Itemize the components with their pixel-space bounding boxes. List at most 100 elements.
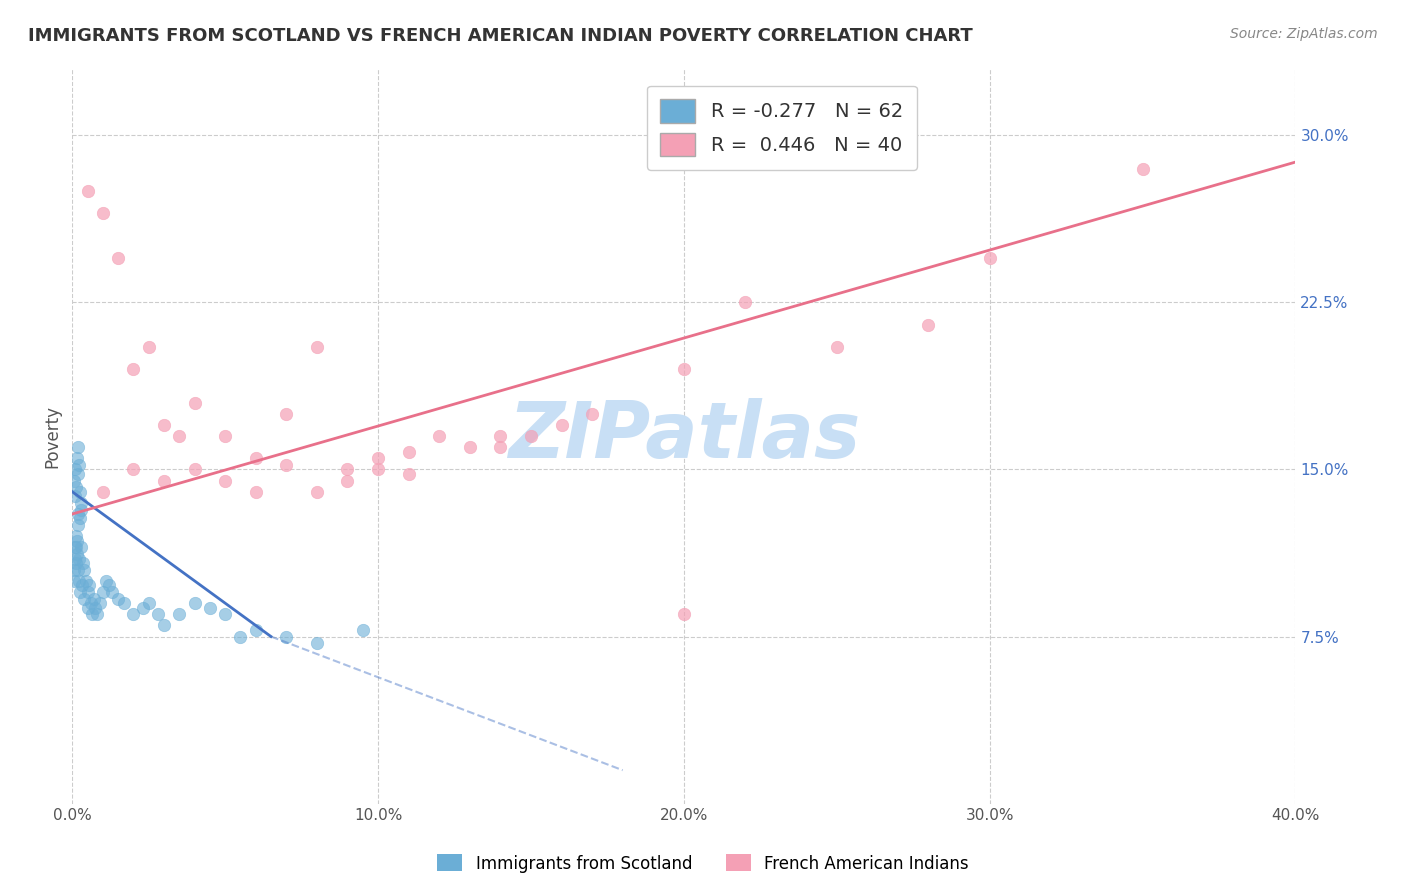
Point — [66, 518, 89, 533]
Point — [65, 529, 87, 543]
Point — [89, 596, 111, 610]
Point — [352, 623, 374, 637]
Point — [65, 541, 87, 555]
Point — [67, 507, 90, 521]
Point — [65, 556, 87, 570]
Point — [101, 585, 124, 599]
Point — [276, 407, 298, 421]
Point — [367, 462, 389, 476]
Point — [734, 295, 756, 310]
Point — [70, 541, 93, 555]
Point — [67, 574, 90, 588]
Point — [62, 474, 84, 488]
Point — [214, 607, 236, 622]
Point — [305, 340, 328, 354]
Point — [198, 600, 221, 615]
Point — [66, 451, 89, 466]
Point — [183, 395, 205, 409]
Point — [153, 618, 176, 632]
Point — [458, 440, 481, 454]
Point — [183, 462, 205, 476]
Point — [67, 551, 90, 566]
Point — [107, 591, 129, 606]
Point — [183, 596, 205, 610]
Point — [76, 585, 98, 599]
Point — [66, 533, 89, 548]
Point — [82, 607, 104, 622]
Point — [581, 407, 603, 421]
Point — [520, 429, 543, 443]
Point — [76, 184, 98, 198]
Point — [91, 585, 114, 599]
Point — [489, 440, 512, 454]
Point — [91, 206, 114, 220]
Point — [427, 429, 450, 443]
Point — [76, 600, 98, 615]
Text: Source: ZipAtlas.com: Source: ZipAtlas.com — [1230, 27, 1378, 41]
Point — [75, 574, 97, 588]
Point — [167, 607, 190, 622]
Point — [146, 607, 169, 622]
Point — [73, 591, 96, 606]
Point — [72, 556, 94, 570]
Point — [167, 429, 190, 443]
Point — [69, 585, 91, 599]
Point — [83, 591, 105, 606]
Point — [62, 574, 84, 588]
Point — [67, 440, 90, 454]
Point — [550, 417, 572, 432]
Point — [1132, 161, 1154, 176]
Point — [153, 417, 176, 432]
Point — [489, 429, 512, 443]
Point — [112, 596, 135, 610]
Point — [67, 563, 90, 577]
Point — [67, 458, 90, 472]
Legend: R = -0.277   N = 62, R =  0.446   N = 40: R = -0.277 N = 62, R = 0.446 N = 40 — [647, 86, 917, 170]
Point — [367, 451, 389, 466]
Point — [86, 607, 108, 622]
Point — [979, 251, 1001, 265]
Point — [276, 458, 298, 472]
Point — [153, 474, 176, 488]
Y-axis label: Poverty: Poverty — [44, 405, 60, 467]
Point — [398, 444, 420, 458]
Point — [276, 630, 298, 644]
Point — [65, 489, 87, 503]
Point — [214, 429, 236, 443]
Point — [122, 362, 145, 376]
Point — [63, 462, 86, 476]
Text: ZIPatlas: ZIPatlas — [508, 398, 860, 474]
Legend: Immigrants from Scotland, French American Indians: Immigrants from Scotland, French America… — [430, 847, 976, 880]
Text: IMMIGRANTS FROM SCOTLAND VS FRENCH AMERICAN INDIAN POVERTY CORRELATION CHART: IMMIGRANTS FROM SCOTLAND VS FRENCH AMERI… — [28, 27, 973, 45]
Point — [69, 496, 91, 510]
Point — [138, 596, 160, 610]
Point — [672, 607, 695, 622]
Point — [63, 551, 86, 566]
Point — [97, 578, 120, 592]
Point — [672, 362, 695, 376]
Point — [305, 636, 328, 650]
Point — [73, 563, 96, 577]
Point — [398, 467, 420, 481]
Point — [825, 340, 848, 354]
Point — [245, 451, 267, 466]
Point — [245, 484, 267, 499]
Point — [77, 578, 100, 592]
Point — [70, 578, 93, 592]
Point — [131, 600, 153, 615]
Point — [94, 574, 117, 588]
Point — [69, 511, 91, 525]
Point — [107, 251, 129, 265]
Point — [336, 462, 359, 476]
Point — [69, 502, 91, 516]
Point — [245, 623, 267, 637]
Point — [84, 600, 107, 615]
Point — [79, 596, 101, 610]
Point — [214, 474, 236, 488]
Point — [122, 462, 145, 476]
Point — [69, 484, 91, 499]
Point — [66, 467, 89, 481]
Point — [336, 474, 359, 488]
Point — [66, 547, 89, 561]
Point — [122, 607, 145, 622]
